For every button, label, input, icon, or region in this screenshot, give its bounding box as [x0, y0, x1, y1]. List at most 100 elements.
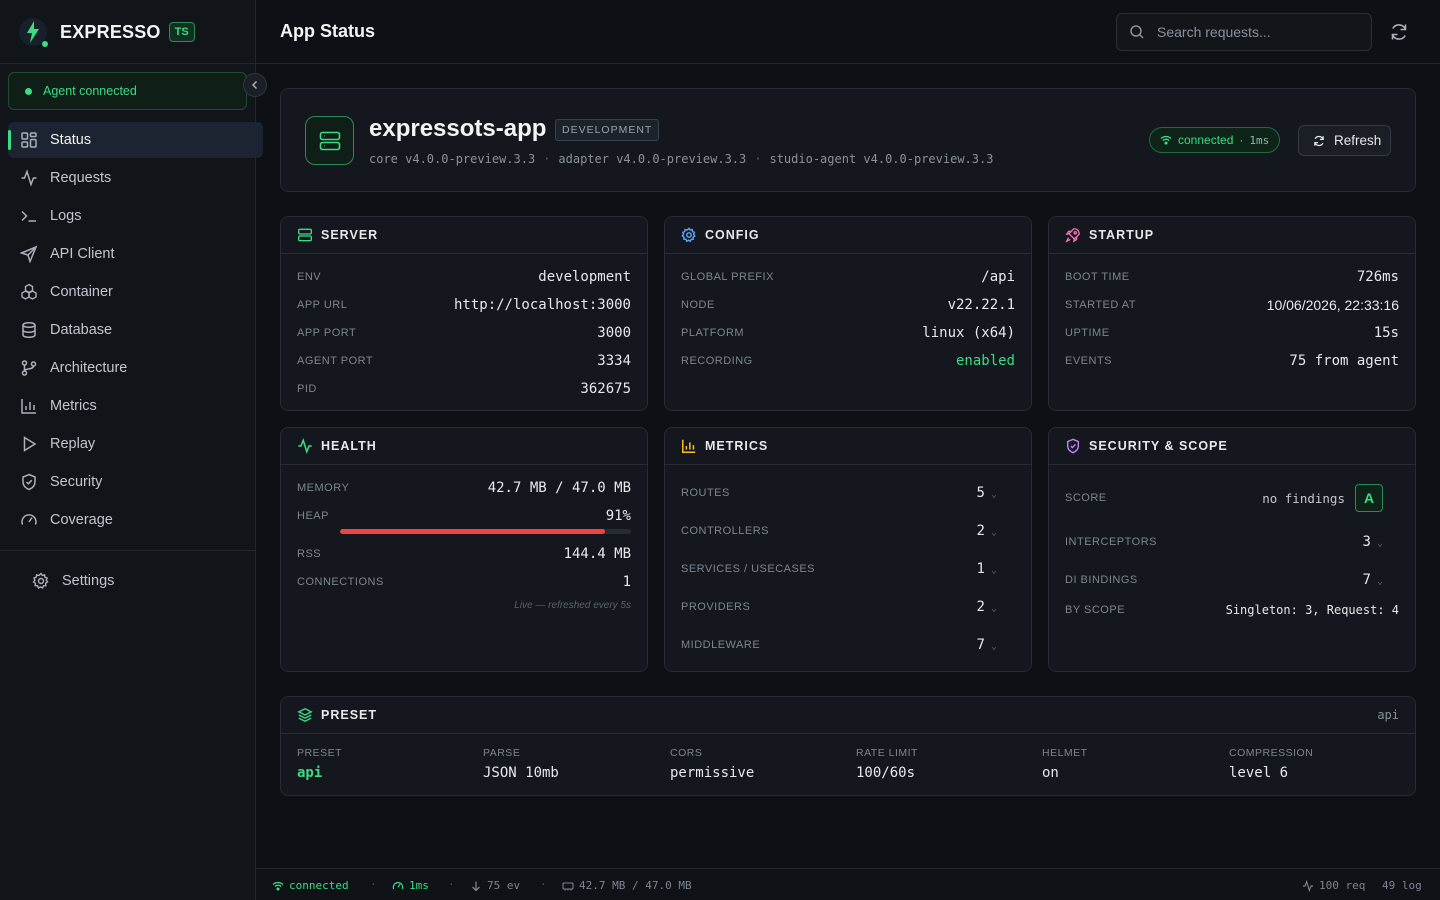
app-url-label: APP URL [297, 299, 348, 311]
gear-icon [681, 227, 696, 243]
agent-port-label: AGENT PORT [297, 355, 374, 367]
page-title: App Status [280, 21, 376, 41]
memory-row: MEMORY 42.7 MB / 47.0 MB [297, 478, 631, 498]
recording-value: enabled [955, 353, 1015, 369]
routes-row[interactable]: ROUTES 5 ⌄ [681, 483, 997, 503]
card-title: SECURITY & SCOPE [1089, 439, 1228, 453]
services-value: 1 [976, 561, 985, 577]
chevron-down-icon: ⌄ [1376, 538, 1383, 549]
shield-icon [1066, 438, 1080, 454]
bar-chart-icon [21, 399, 36, 414]
arrow-down-icon [472, 881, 480, 891]
separator: · [540, 878, 547, 891]
statusbar-latency-value: 1ms [409, 879, 429, 892]
expresso-logo-icon [18, 17, 48, 47]
refresh-icon [1391, 24, 1407, 40]
connection-status-badge: connected · 1ms [1149, 127, 1281, 153]
di-bindings-row[interactable]: DI BINDINGS 7 ⌄ [1065, 570, 1383, 590]
shield-icon [22, 473, 36, 491]
sidebar-item-database[interactable]: Database [8, 312, 263, 348]
platform-row: PLATFORM linux (x64) [681, 323, 1015, 343]
cubes-icon [21, 283, 37, 300]
brand[interactable]: EXPRESSO TS [18, 16, 195, 48]
di-bindings-value: 7 [1362, 572, 1371, 588]
middleware-row[interactable]: MIDDLEWARE 7 ⌄ [681, 635, 997, 655]
search-input[interactable] [1157, 24, 1357, 40]
sidebar-item-settings[interactable]: Settings [32, 570, 114, 592]
refresh-icon [1314, 135, 1324, 146]
sidebar-item-requests[interactable]: Requests [8, 160, 263, 196]
sidebar-item-metrics[interactable]: Metrics [8, 388, 263, 424]
events-value: 75 from agent [1289, 353, 1399, 369]
chevron-left-icon [251, 80, 258, 90]
sidebar-item-status[interactable]: Status [8, 122, 263, 158]
agent-status-label: Agent connected [43, 84, 137, 98]
security-grade-badge: A [1355, 484, 1383, 512]
latency-value: 1ms [1249, 133, 1270, 147]
interceptors-row[interactable]: INTERCEPTORS 3 ⌄ [1065, 532, 1383, 552]
started-at-label: STARTED AT [1065, 299, 1137, 311]
cors-col: CORS permissive [670, 747, 754, 781]
di-bindings-label: DI BINDINGS [1065, 574, 1138, 586]
sidebar-item-logs[interactable]: Logs [8, 198, 263, 234]
collapse-sidebar-button[interactable] [243, 73, 267, 97]
card-header: SERVER [281, 217, 647, 254]
brand-badge: TS [168, 22, 195, 42]
divider [0, 550, 255, 551]
parse-label: PARSE [483, 747, 521, 759]
refresh-button[interactable]: Refresh [1298, 125, 1391, 156]
providers-row[interactable]: PROVIDERS 2 ⌄ [681, 597, 997, 617]
adapter-version: adapter v4.0.0-preview.3.3 [558, 152, 747, 166]
sidebar-item-container[interactable]: Container [8, 274, 263, 310]
activity-icon [1303, 879, 1313, 892]
chevron-down-icon: ⌄ [990, 603, 997, 614]
metrics-card: METRICS ROUTES 5 ⌄ CONTROLLERS 2 ⌄ SERVICES … [664, 427, 1032, 672]
sidebar-item-replay[interactable]: Replay [8, 426, 263, 462]
app-port-value: 3000 [597, 325, 631, 341]
layers-icon [297, 708, 313, 722]
play-icon [23, 436, 37, 452]
providers-label: PROVIDERS [681, 601, 751, 613]
studio-agent-version: studio-agent v4.0.0-preview.3.3 [769, 152, 994, 166]
rss-label: RSS [297, 548, 322, 560]
card-title: HEALTH [321, 439, 377, 453]
memory-value: 42.7 MB / 47.0 MB [487, 480, 631, 496]
recording-label: RECORDING [681, 355, 753, 367]
compression-col: COMPRESSION level 6 [1229, 747, 1313, 781]
sidebar-item-api-client[interactable]: API Client [8, 236, 263, 272]
memory-chip-icon [562, 881, 574, 890]
sidebar-item-label: Security [50, 474, 103, 490]
card-header: CONFIG [665, 217, 1031, 254]
services-label: SERVICES / USECASES [681, 563, 816, 575]
preset-col: PRESET api [297, 747, 342, 781]
refresh-icon-button[interactable] [1388, 21, 1410, 43]
boot-time-label: BOOT TIME [1065, 271, 1130, 283]
app-port-row: APP PORT 3000 [297, 323, 631, 343]
sidebar-item-coverage[interactable]: Coverage [8, 502, 263, 538]
controllers-row[interactable]: CONTROLLERS 2 ⌄ [681, 521, 997, 541]
preset-value: api [297, 765, 323, 781]
statusbar-logs: 49 log [1382, 879, 1422, 892]
gauge-icon [392, 881, 404, 889]
security-card: SECURITY & SCOPE SCORE no findings A INTER… [1048, 427, 1416, 672]
sidebar-item-label: Coverage [50, 512, 113, 528]
sidebar-item-label: Database [50, 322, 113, 338]
sidebar-item-security[interactable]: Security [8, 464, 263, 500]
rss-value: 144.4 MB [563, 546, 631, 562]
findings-text: no findings [1262, 490, 1345, 506]
send-icon [20, 245, 38, 263]
sidebar-item-label: Container [50, 284, 113, 300]
routes-value: 5 [976, 485, 985, 501]
card-title: CONFIG [705, 228, 760, 242]
statusbar-memory: 42.7 MB / 47.0 MB [562, 879, 692, 892]
search-box[interactable] [1116, 13, 1372, 51]
app-url-row: APP URL http://localhost:3000 [297, 295, 631, 315]
config-card: CONFIG GLOBAL PREFIX/api NODE v22.22.1 PL… [664, 216, 1032, 411]
env-badge: DEVELOPMENT [555, 119, 660, 141]
activity-icon [21, 169, 37, 187]
statusbar-events: 75 ev [470, 879, 520, 892]
settings-label: Settings [62, 573, 115, 589]
sidebar-item-architecture[interactable]: Architecture [8, 350, 263, 386]
card-title: METRICS [705, 439, 769, 453]
services-row[interactable]: SERVICES / USECASES 1 ⌄ [681, 559, 997, 579]
